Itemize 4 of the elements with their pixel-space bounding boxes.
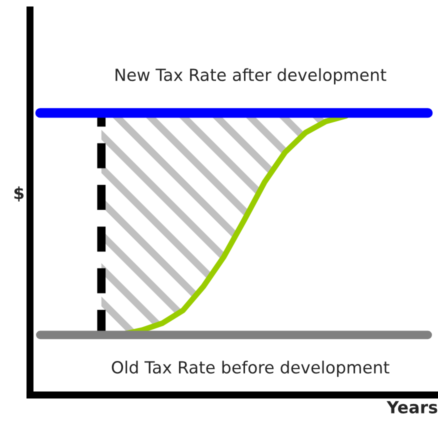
- text: New Tax Rate after development: [116, 68, 386, 84]
- x-axis-title: Years: [386, 401, 438, 414]
- annotation: Old Tax Rate before development: [112, 360, 390, 377]
- y-axis-title: $: [14, 186, 24, 202]
